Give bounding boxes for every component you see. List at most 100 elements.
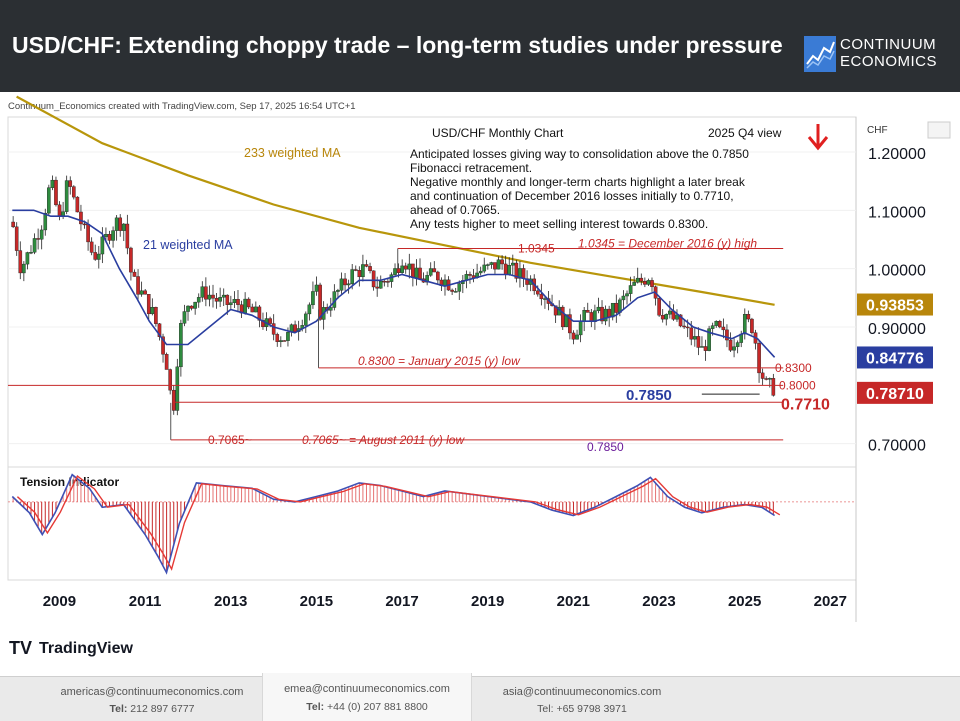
candle-body (607, 308, 611, 318)
candle-body (693, 336, 697, 340)
contact-email[interactable]: americas@continuumeconomics.com (60, 686, 244, 698)
candle-body (643, 281, 647, 285)
candle-body (303, 313, 308, 326)
candle-body (282, 340, 287, 342)
x-tick-label: 2013 (214, 593, 247, 610)
candle-body (511, 262, 515, 266)
candle-body (328, 307, 333, 311)
view-label: 2025 Q4 view (708, 126, 782, 140)
candle-body (760, 372, 765, 379)
candle-body (432, 268, 437, 273)
ma21-line (12, 209, 776, 358)
candle-body (746, 314, 751, 320)
candle-body (168, 369, 172, 391)
candle-body (186, 305, 190, 312)
commentary-line: ahead of 0.7065. (410, 203, 500, 217)
tel-number: +44 (0) 207 881 8800 (327, 701, 428, 713)
candle-body (164, 354, 169, 370)
price-badges: 0.93853 0.84776 0.78710 (857, 293, 933, 404)
level-label: 0.7065~ (208, 433, 252, 447)
candle-body (100, 236, 105, 255)
usdchf-chart: Continuum_Economics created with Trading… (0, 92, 960, 674)
contact-email[interactable]: emea@continuumeconomics.com (284, 683, 450, 695)
candle-body (718, 321, 722, 328)
ma233-line (16, 95, 775, 306)
candle-body (311, 291, 315, 306)
currency-label: CHF (867, 125, 888, 136)
candle-body (275, 334, 280, 342)
candles-layer (11, 175, 776, 416)
candle-body (182, 311, 187, 324)
candle-body (742, 314, 747, 335)
candle-body (764, 378, 769, 380)
candle-body (489, 262, 494, 265)
candle-body (578, 321, 583, 336)
candle-body (193, 301, 197, 309)
x-tick-label: 2021 (557, 593, 590, 610)
candle-body (32, 238, 37, 253)
level-note: 1.0345 = December 2016 (y) high (578, 237, 757, 251)
candle-body (543, 298, 547, 300)
ma233-label: 233 weighted MA (244, 146, 341, 160)
candle-body (125, 223, 130, 249)
candle-body (407, 263, 412, 270)
candle-body (268, 318, 272, 324)
candle-body (86, 223, 90, 243)
tension-indicator-pane (8, 473, 856, 575)
candle-body (353, 269, 358, 271)
footer: americas@continuumeconomics.com Tel: 212… (0, 673, 960, 721)
candle-body (143, 290, 147, 295)
commentary-line: Any tests higher to meet selling interes… (410, 217, 708, 231)
level-label: 0.7710 (781, 396, 830, 413)
candle-body (96, 253, 101, 260)
candle-body (678, 314, 683, 327)
candle-body (293, 324, 297, 332)
candle-body (646, 280, 651, 285)
scale-settings-box[interactable] (927, 121, 951, 139)
candle-body (535, 290, 540, 295)
candle-body (621, 295, 626, 301)
level-label: 0.7850 (626, 387, 672, 404)
ma21-label: 21 weighted MA (143, 238, 233, 252)
candle-body (396, 268, 401, 273)
candle-body (735, 342, 740, 347)
y-tick-label: 0.90000 (868, 321, 926, 338)
candle-body (386, 281, 390, 283)
level-note: 0.7065~ = August 2011 (y) low (302, 433, 465, 447)
candle-body (571, 332, 576, 340)
candle-body (89, 241, 94, 253)
level-label: 0.8300 (775, 361, 812, 375)
candle-body (104, 234, 108, 238)
candle-body (414, 267, 419, 278)
candle-body (639, 277, 644, 282)
contact-email[interactable]: asia@continuumeconomics.com (502, 686, 662, 698)
candle-body (54, 179, 58, 206)
candle-body (368, 266, 372, 272)
annotations-layer: USD/CHF Monthly Chart 2025 Q4 view Antic… (20, 121, 951, 489)
contact-asia: asia@continuumeconomics.com Tel: +65 979… (478, 677, 686, 721)
commentary-line: Anticipated losses giving way to consoli… (410, 147, 749, 161)
candle-body (271, 323, 276, 335)
level-label: 1.0345 (518, 242, 555, 256)
candle-body (75, 196, 80, 213)
candle-body (682, 325, 686, 328)
candle-body (121, 223, 126, 231)
candle-body (514, 262, 519, 279)
down-arrow-icon (807, 124, 829, 151)
candle-body (350, 269, 354, 285)
price-badge (857, 381, 933, 404)
logo-text-line1: CONTINUUM (840, 36, 937, 53)
candle-body (457, 283, 462, 292)
candle-body (453, 291, 458, 293)
candle-body (107, 234, 112, 241)
header-bar: USD/CHF: Extending choppy trade – long-t… (0, 0, 960, 92)
price-badge (857, 293, 933, 316)
candle-body (279, 340, 283, 342)
candle-body (139, 290, 144, 295)
candle-body (257, 306, 262, 321)
candle-body (411, 263, 415, 278)
candle-body (346, 283, 351, 286)
level-note: 0.8300 = January 2015 (y) low (358, 354, 521, 368)
logo-chart-icon (804, 36, 836, 72)
candle-body (714, 321, 719, 326)
